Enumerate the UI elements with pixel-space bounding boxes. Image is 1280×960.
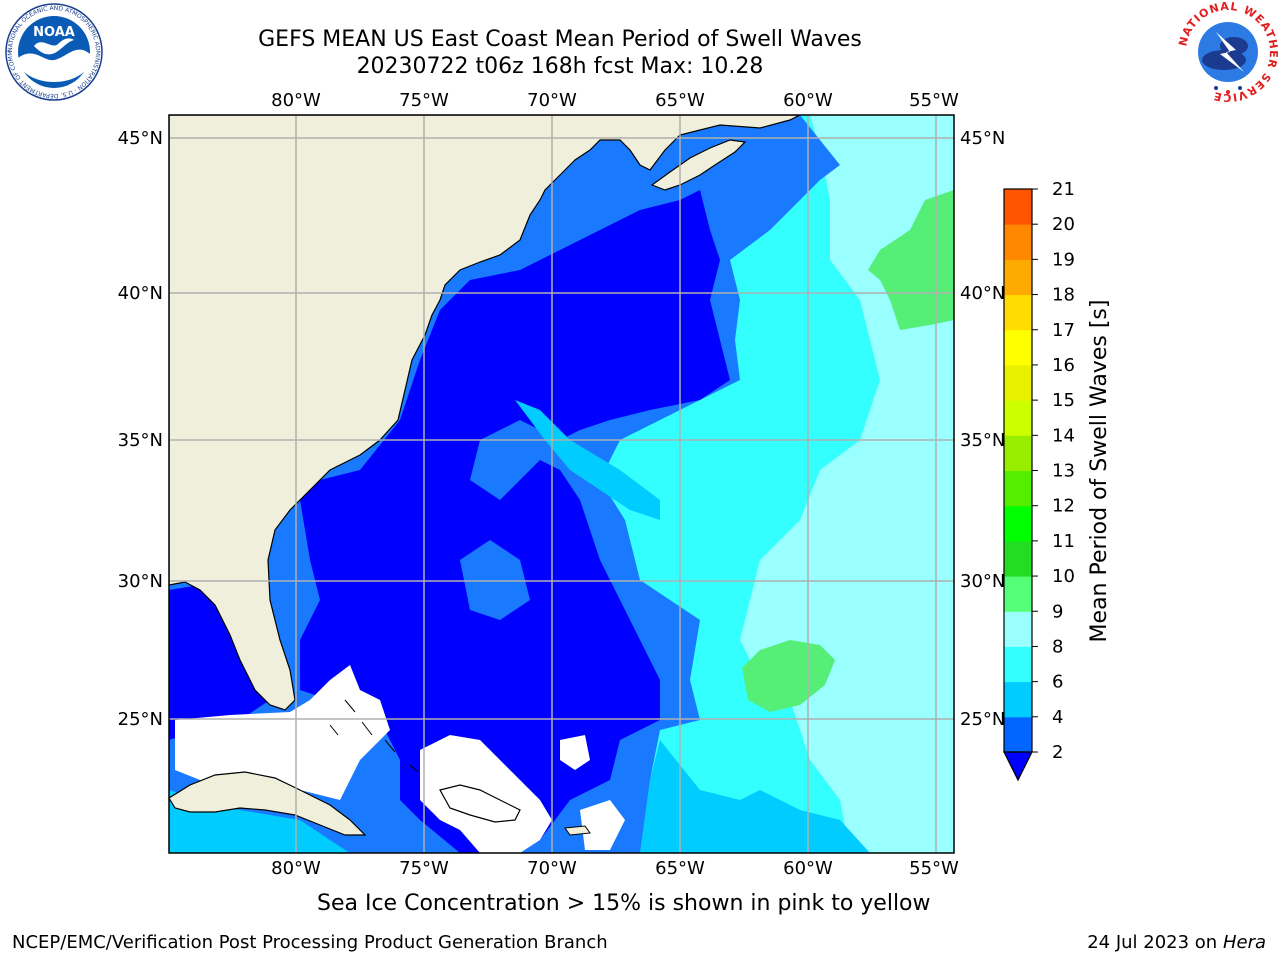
swell-band-2-4-interior — [460, 540, 530, 620]
colorbar-band — [1004, 329, 1032, 366]
colorbar-band — [1004, 576, 1032, 612]
land-puerto-rico — [564, 825, 591, 836]
footer-date: 24 Jul 2023 on Hera — [1087, 932, 1266, 953]
lat-label: 35°N — [118, 430, 163, 451]
lon-label: 70°W — [527, 90, 577, 111]
footer-date-text: 24 Jul 2023 on — [1087, 932, 1223, 953]
map-gridlines — [169, 115, 954, 853]
colorbar-tick-label: 21 — [1052, 179, 1075, 200]
colorbar-band — [1004, 646, 1032, 683]
colorbar-tick-label: 19 — [1052, 249, 1075, 270]
colorbar-band — [1004, 435, 1032, 471]
colorbar-tick-label: 18 — [1052, 285, 1075, 306]
land-north-america — [169, 115, 801, 711]
lon-label: 70°W — [527, 858, 577, 879]
colorbar-tick-label: 14 — [1052, 425, 1075, 446]
colorbar-tick-label: 9 — [1052, 601, 1063, 622]
colorbar-band — [1004, 400, 1032, 436]
colorbar-band — [1004, 681, 1032, 718]
lat-labels-right: 45°N 40°N 35°N 30°N 25°N — [960, 128, 1005, 730]
land-nova-scotia — [650, 139, 747, 191]
lon-label: 55°W — [909, 858, 959, 879]
lon-label: 75°W — [399, 90, 449, 111]
colorbar-band — [1004, 611, 1032, 647]
colorbar-band — [1004, 470, 1032, 507]
colorbar-tick-label: 8 — [1052, 636, 1063, 657]
noaa-logo-text: NOAA — [33, 25, 75, 40]
lat-label: 40°N — [960, 283, 1005, 304]
colorbar-tick-label: 2 — [1052, 742, 1063, 763]
lon-label: 65°W — [655, 858, 705, 879]
lon-labels-top: 80°W 75°W 70°W 65°W 60°W 55°W — [271, 90, 959, 111]
land-hispaniola — [439, 784, 521, 823]
swell-band-under-2 — [300, 190, 730, 853]
sea-ice-caption: Sea Ice Concentration > 15% is shown in … — [317, 891, 931, 916]
noaa-logo: NATIONAL OCEANIC AND ATMOSPHERIC ADMINIS… — [4, 2, 103, 101]
lat-label: 45°N — [960, 128, 1005, 149]
nws-logo: NATIONAL WEATHER SERVICE — [1176, 2, 1279, 102]
lat-label: 35°N — [960, 430, 1005, 451]
footer-credit: NCEP/EMC/Verification Post Processing Pr… — [12, 932, 608, 953]
colorbar: 2 4 6 8 9 10 11 12 13 14 15 16 17 18 19 20 21 — [1003, 179, 1075, 782]
colorbar-tick-label: 20 — [1052, 214, 1075, 235]
lon-label: 60°W — [783, 858, 833, 879]
map-plot-area — [169, 115, 954, 853]
colorbar-band — [1004, 505, 1032, 542]
colorbar-band — [1004, 259, 1032, 296]
lat-label: 45°N — [118, 128, 163, 149]
land-bahamas — [329, 699, 419, 773]
lat-label: 25°N — [118, 709, 163, 730]
lon-label: 80°W — [271, 858, 321, 879]
lon-labels-bottom: 80°W 75°W 70°W 65°W 60°W 55°W — [271, 858, 959, 879]
colorbar-band — [1004, 364, 1032, 401]
colorbar-tick-label: 6 — [1052, 672, 1063, 693]
lon-label: 55°W — [909, 90, 959, 111]
lat-label: 25°N — [960, 709, 1005, 730]
lon-label: 65°W — [655, 90, 705, 111]
colorbar-tick-label: 12 — [1052, 496, 1075, 517]
colorbar-tick-label: 4 — [1052, 707, 1063, 728]
colorbar-tick-label: 16 — [1052, 355, 1075, 376]
colorbar-tick-label: 13 — [1052, 461, 1075, 482]
colorbar-label: Mean Period of Swell Waves [s] — [1087, 300, 1112, 643]
colorbar-band — [1004, 716, 1032, 753]
swell-band-9-10-center — [742, 640, 835, 712]
footer-host: Hera — [1222, 932, 1266, 953]
map-frame — [168, 114, 955, 854]
lat-label: 30°N — [960, 571, 1005, 592]
colorbar-tick-label: 10 — [1052, 566, 1075, 587]
colorbar-tick-label: 15 — [1052, 390, 1075, 411]
colorbar-band — [1004, 189, 1032, 225]
swell-band-9-10-ne — [868, 190, 954, 330]
colorbar-tick-label: 11 — [1052, 531, 1075, 552]
swell-band-4-6-south — [640, 740, 870, 853]
mask-caribbean-far-east — [560, 735, 625, 850]
colorbar-tick-label: 17 — [1052, 320, 1075, 341]
chart-title: GEFS MEAN US East Coast Mean Period of S… — [258, 27, 862, 52]
lon-label: 80°W — [271, 90, 321, 111]
land-cuba — [169, 771, 367, 836]
mask-caribbean-east — [420, 735, 552, 853]
lat-label: 40°N — [118, 283, 163, 304]
swell-band-under-2-gulf — [169, 585, 270, 740]
colorbar-under-triangle — [1003, 751, 1033, 782]
colorbar-band — [1004, 540, 1032, 577]
colorbar-band — [1004, 224, 1032, 260]
mask-caribbean-west — [175, 665, 390, 800]
colorbar-band — [1004, 294, 1032, 331]
lon-label: 60°W — [783, 90, 833, 111]
lon-label: 75°W — [399, 858, 449, 879]
lat-labels-left: 45°N 40°N 35°N 30°N 25°N — [118, 128, 163, 730]
chart-subtitle: 20230722 t06z 168h fcst Max: 10.28 — [356, 54, 764, 79]
lat-label: 30°N — [118, 571, 163, 592]
